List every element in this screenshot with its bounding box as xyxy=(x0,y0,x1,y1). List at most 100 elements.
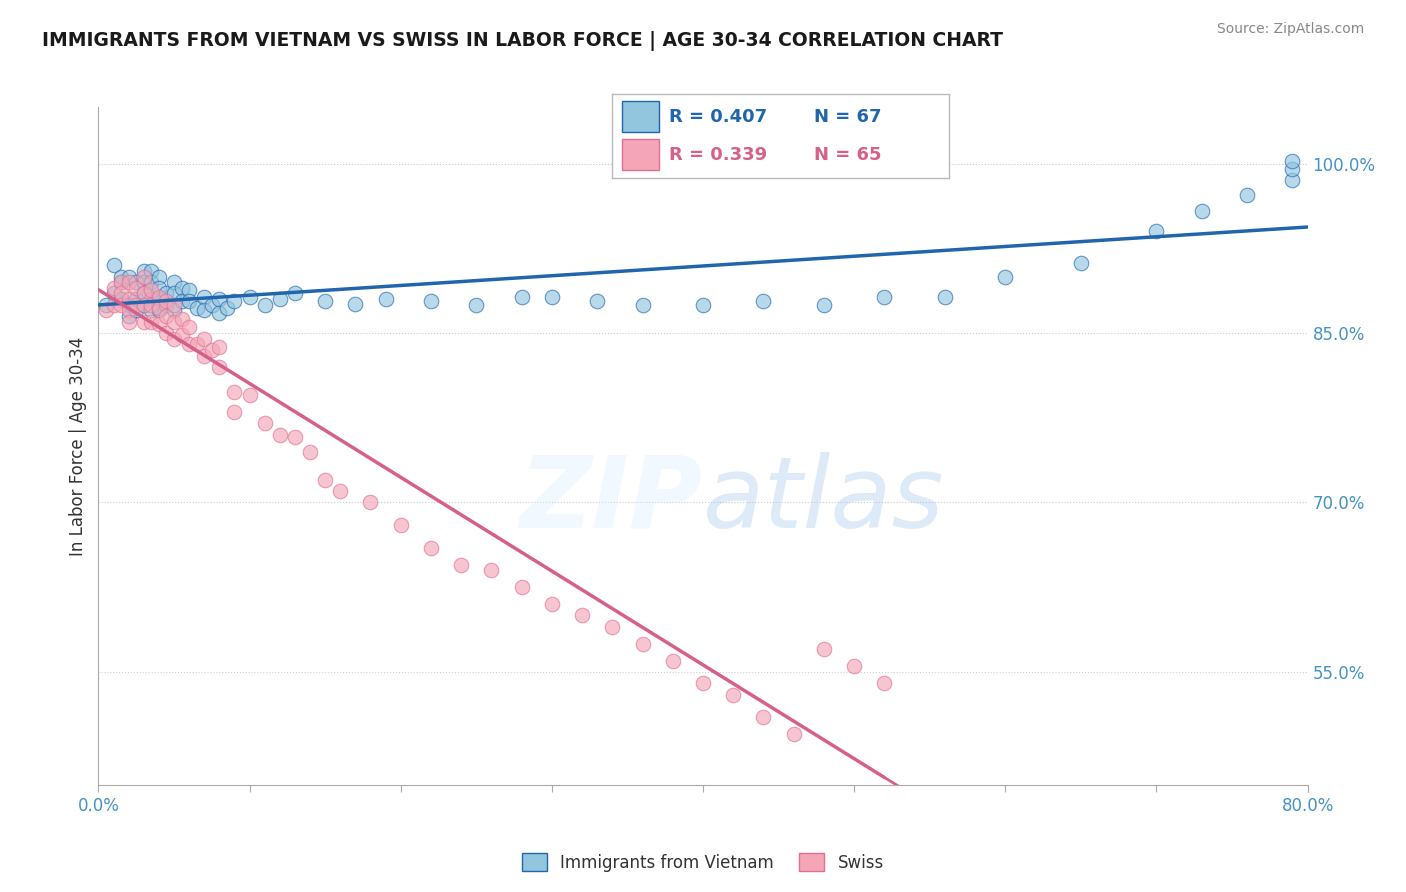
Point xyxy=(1070,256,1092,270)
Point xyxy=(132,286,155,301)
Point xyxy=(224,384,246,399)
Point xyxy=(193,290,215,304)
Point xyxy=(360,495,382,509)
Point xyxy=(186,301,208,315)
Point xyxy=(110,298,132,312)
Point xyxy=(110,292,132,306)
Point xyxy=(631,637,654,651)
Point xyxy=(186,337,208,351)
Point xyxy=(155,309,177,323)
Point xyxy=(141,292,163,306)
Point xyxy=(163,275,186,289)
Point xyxy=(374,292,396,306)
Point xyxy=(224,405,246,419)
Bar xyxy=(621,102,659,132)
Point xyxy=(132,298,155,312)
Point xyxy=(118,309,141,323)
Point xyxy=(163,315,186,329)
Legend: Immigrants from Vietnam, Swiss: Immigrants from Vietnam, Swiss xyxy=(516,847,890,879)
Point xyxy=(481,563,503,577)
Point xyxy=(155,286,177,301)
Point xyxy=(540,597,562,611)
Point xyxy=(94,298,117,312)
Point xyxy=(163,286,186,301)
Point xyxy=(253,417,276,431)
Point xyxy=(110,269,132,284)
Point xyxy=(269,427,291,442)
Point xyxy=(103,281,125,295)
Point xyxy=(179,294,201,309)
Point xyxy=(170,328,193,343)
Point xyxy=(692,676,714,690)
Point xyxy=(141,315,163,329)
Point xyxy=(344,296,367,310)
Point xyxy=(752,294,775,309)
Point xyxy=(314,294,336,309)
Point xyxy=(631,298,654,312)
Text: N = 65: N = 65 xyxy=(814,145,882,163)
Text: R = 0.407: R = 0.407 xyxy=(669,108,768,126)
Point xyxy=(389,518,412,533)
Point xyxy=(179,320,201,334)
Point xyxy=(1281,162,1303,177)
Point xyxy=(103,258,125,272)
Point xyxy=(465,298,488,312)
Point xyxy=(239,290,262,304)
Point xyxy=(148,292,170,306)
Point xyxy=(208,340,231,354)
Point xyxy=(1144,224,1167,238)
Point xyxy=(118,315,141,329)
Point xyxy=(132,298,155,312)
Point xyxy=(163,303,186,318)
Point xyxy=(813,642,835,657)
Point xyxy=(450,558,472,572)
Bar xyxy=(621,139,659,169)
Point xyxy=(844,659,866,673)
Point xyxy=(94,303,117,318)
Point xyxy=(110,286,132,301)
Point xyxy=(420,541,443,555)
Point xyxy=(118,292,141,306)
Point xyxy=(201,343,224,357)
Point xyxy=(269,292,291,306)
Point xyxy=(299,444,322,458)
Point xyxy=(163,332,186,346)
Point xyxy=(586,294,609,309)
Text: R = 0.339: R = 0.339 xyxy=(669,145,768,163)
Point xyxy=(132,315,155,329)
Point xyxy=(141,303,163,318)
Point xyxy=(420,294,443,309)
Point xyxy=(934,290,956,304)
Point xyxy=(873,290,896,304)
Text: Source: ZipAtlas.com: Source: ZipAtlas.com xyxy=(1216,22,1364,37)
Point xyxy=(148,290,170,304)
Point xyxy=(125,275,148,289)
Y-axis label: In Labor Force | Age 30-34: In Labor Force | Age 30-34 xyxy=(69,336,87,556)
Point xyxy=(193,332,215,346)
Point xyxy=(179,337,201,351)
Point xyxy=(208,292,231,306)
Point xyxy=(132,269,155,284)
Point xyxy=(284,286,307,301)
Point xyxy=(1236,188,1258,202)
Point xyxy=(329,484,352,499)
Point xyxy=(540,290,562,304)
Point xyxy=(110,275,132,289)
Point xyxy=(118,269,141,284)
Point xyxy=(141,283,163,297)
Point xyxy=(141,298,163,312)
Point xyxy=(132,286,155,301)
Point xyxy=(208,306,231,320)
Point xyxy=(193,303,215,318)
Text: N = 67: N = 67 xyxy=(814,108,882,126)
Point xyxy=(132,275,155,289)
Point xyxy=(103,286,125,301)
Point xyxy=(873,676,896,690)
Point xyxy=(155,298,177,312)
Point xyxy=(224,294,246,309)
Point xyxy=(118,275,141,289)
Point xyxy=(141,264,163,278)
Point xyxy=(783,727,806,741)
Point xyxy=(155,294,177,309)
Point xyxy=(170,294,193,309)
